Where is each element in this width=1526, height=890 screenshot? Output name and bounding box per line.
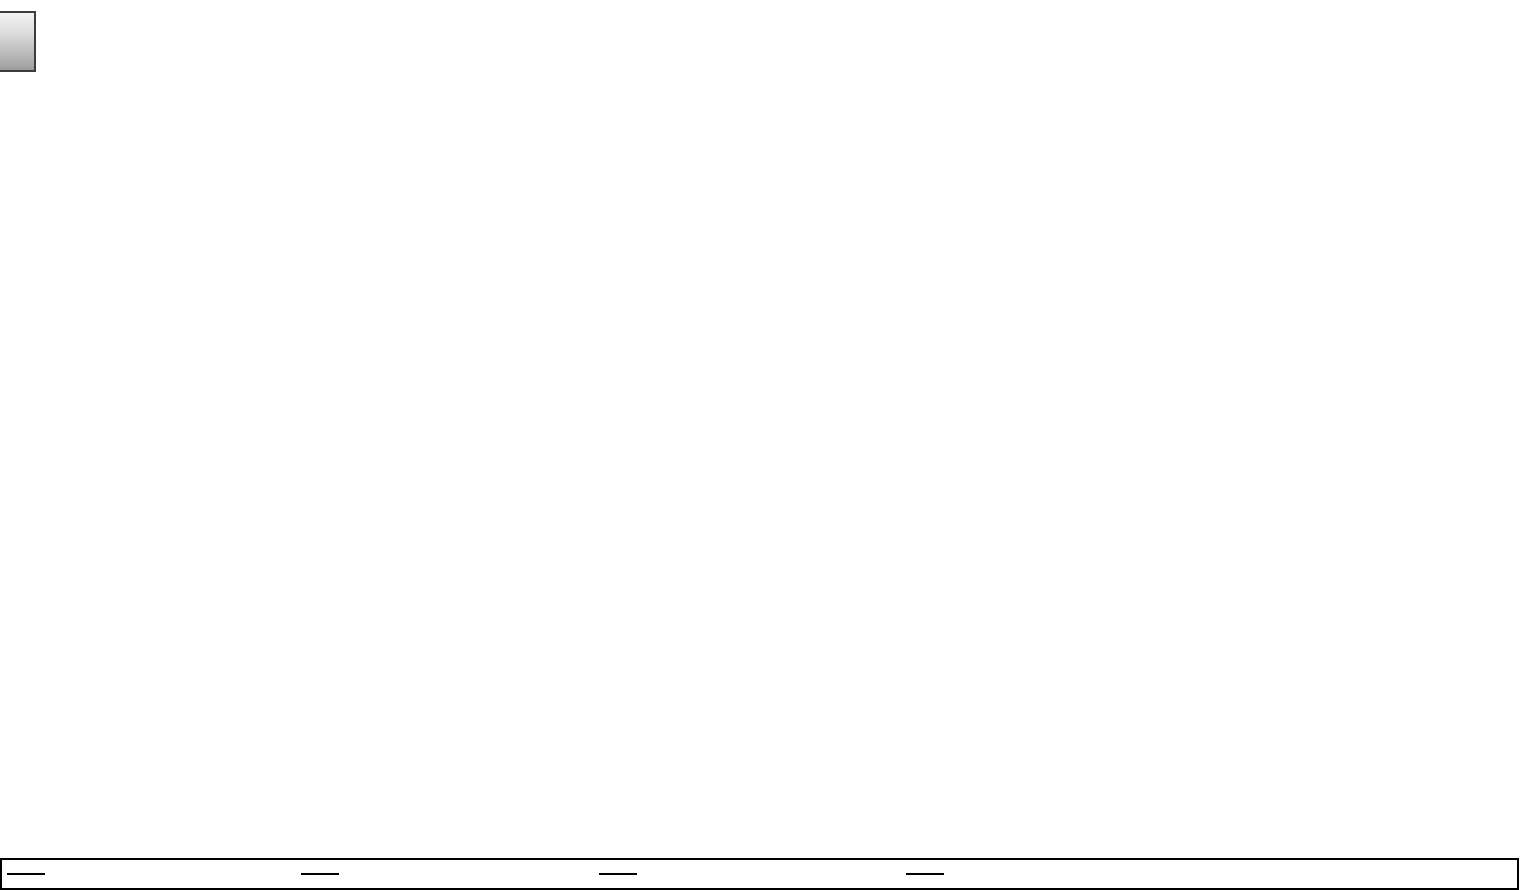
legend-item-all-in-ev[interactable] [906,860,957,888]
winnings-line-swatch [7,873,45,875]
legend [0,858,1519,890]
legend-item-non-showdown-winnings[interactable] [599,860,650,888]
value-tooltip [0,11,36,72]
all-in-ev-line-swatch [906,873,944,875]
legend-item-showdown-winnings[interactable] [301,860,352,888]
legend-item-winnings[interactable] [7,860,58,888]
non-showdown-winnings-line-swatch [599,873,637,875]
showdown-winnings-line-swatch [301,873,339,875]
